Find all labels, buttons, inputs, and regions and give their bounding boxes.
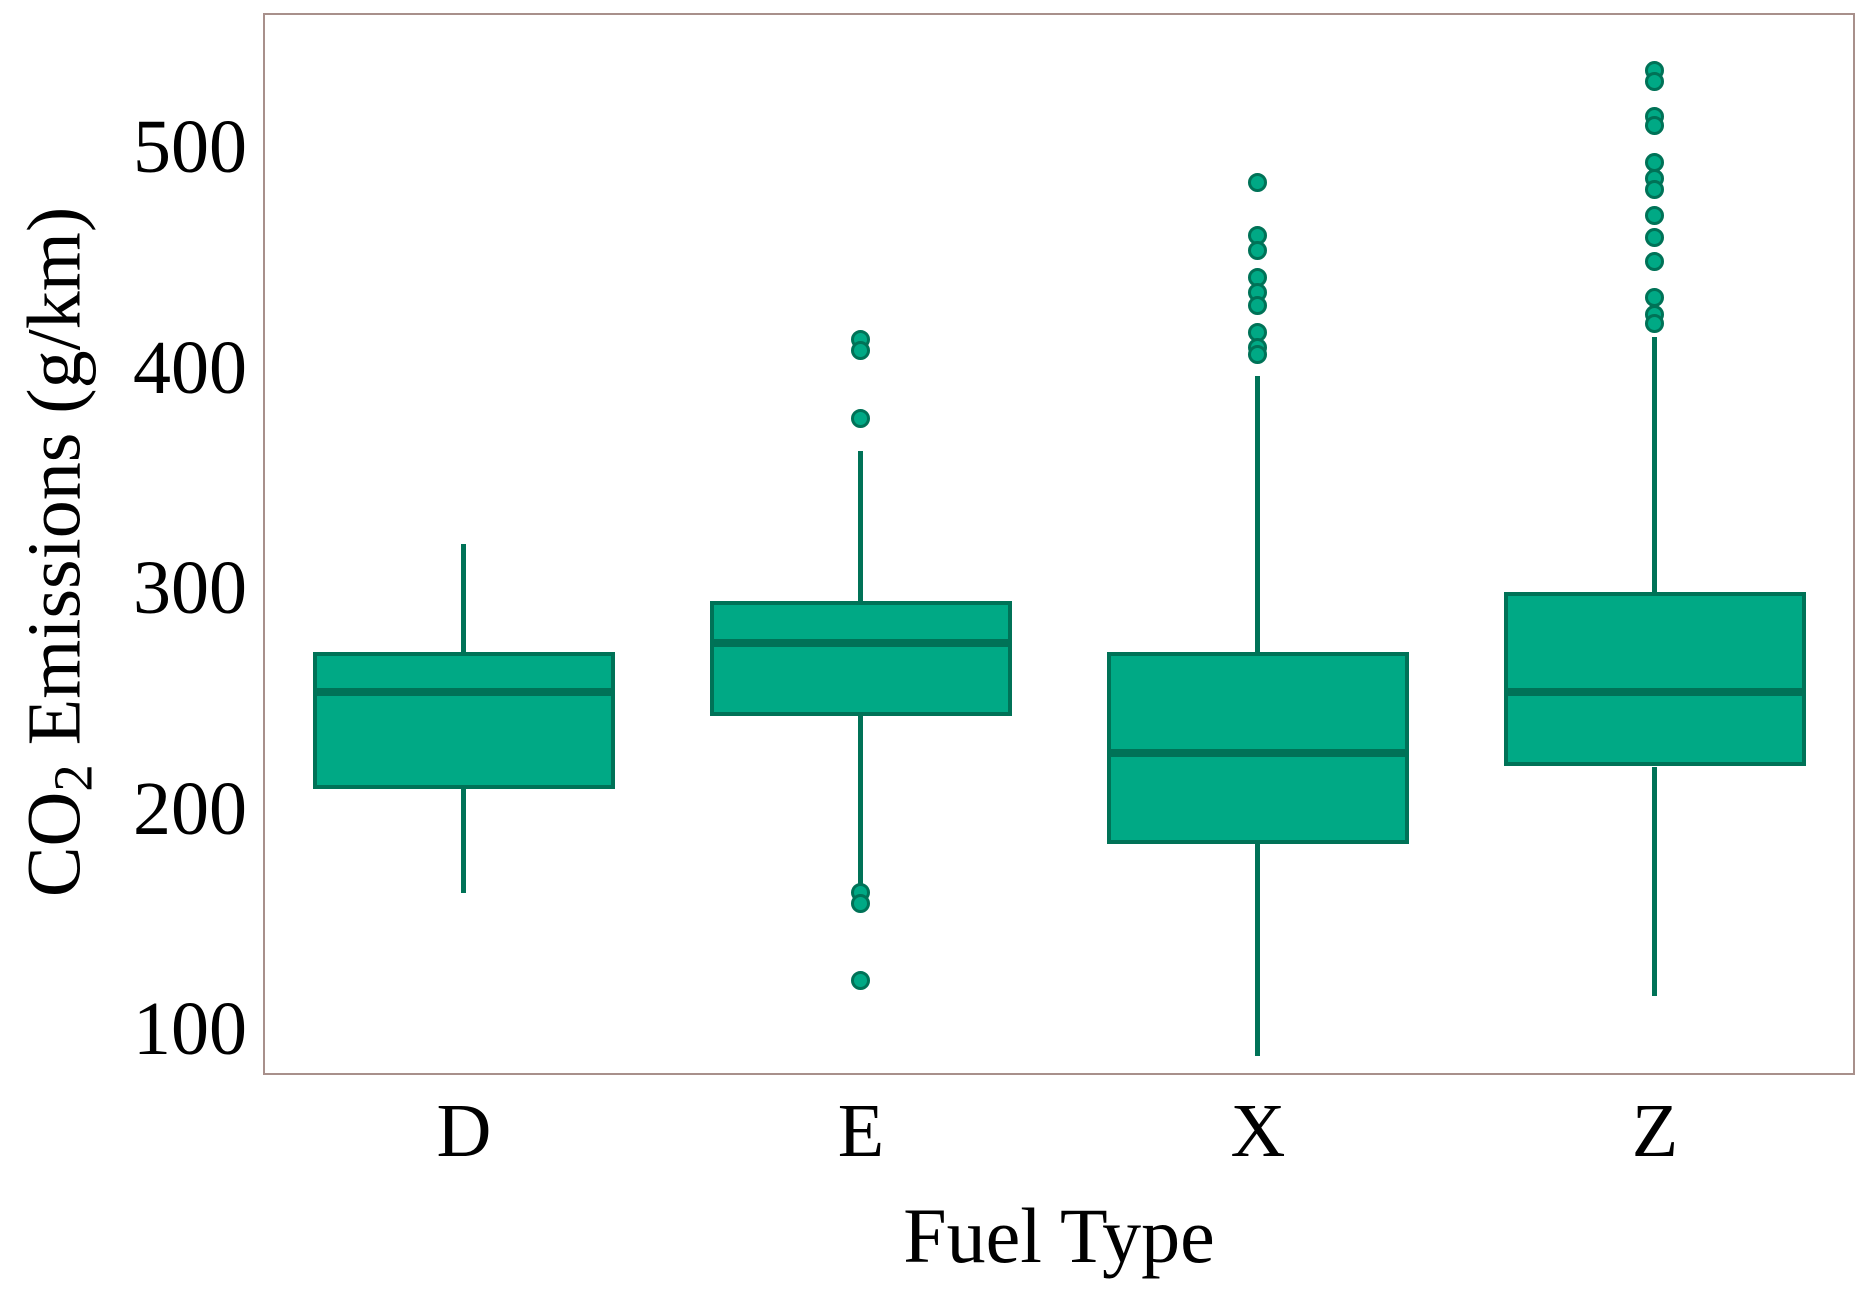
outlier-point-X [1248,241,1267,260]
whisker-upper-Z [1652,337,1657,593]
median-Z [1504,688,1806,696]
y-tick-label: 500 [133,105,247,189]
x-axis-label: Fuel Type [903,1192,1215,1279]
outlier-point-X [1248,345,1267,364]
y-tick-label: 100 [133,987,247,1071]
outlier-point-Z [1645,228,1664,247]
whisker-upper-X [1255,376,1260,652]
outlier-point-X [1248,296,1267,315]
box-X [1107,652,1409,844]
x-tick-label: E [837,1089,885,1173]
whisker-lower-Z [1652,767,1657,996]
outlier-point-E [851,971,870,990]
box-D [313,652,615,789]
outlier-point-E [851,894,870,913]
box-Z [1504,592,1806,766]
whisker-upper-E [858,451,863,601]
whisker-lower-E [858,716,863,888]
outlier-point-Z [1645,252,1664,271]
x-tick-label: D [436,1089,492,1173]
x-tick-label: X [1230,1089,1286,1173]
outlier-point-Z [1645,72,1664,91]
y-tick-label: 200 [133,767,247,851]
y-axis-label-post: Emissions (g/km) [12,206,97,765]
median-D [313,688,615,696]
y-tick-label: 300 [133,546,247,630]
outlier-point-Z [1645,180,1664,199]
whisker-lower-X [1255,844,1260,1056]
box-E [710,601,1012,716]
outlier-point-Z [1645,314,1664,333]
median-E [710,639,1012,647]
plot-area [263,13,1855,1075]
whisker-upper-D [461,544,466,652]
y-tick-label: 400 [133,326,247,410]
outlier-point-X [1248,173,1267,192]
median-X [1107,749,1409,757]
outlier-point-E [851,409,870,428]
x-tick-label: Z [1631,1089,1679,1173]
whisker-lower-D [461,789,466,893]
outlier-point-E [851,341,870,360]
outlier-point-Z [1645,206,1664,225]
outlier-point-Z [1645,116,1664,135]
